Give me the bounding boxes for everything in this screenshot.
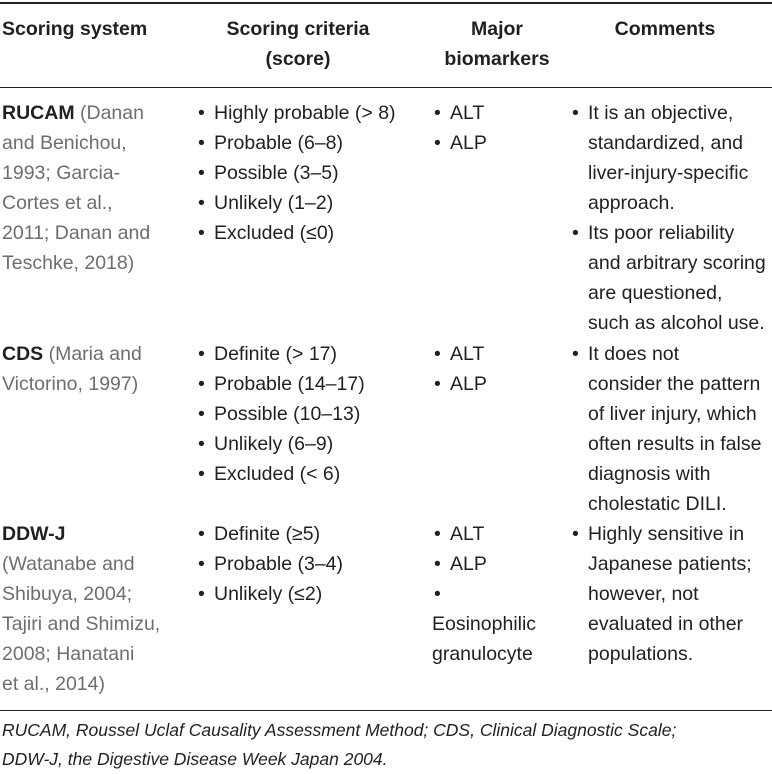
reference-line: (Watanabe and	[2, 553, 135, 575]
comment-line: standardized, and	[588, 132, 744, 154]
reference-line: Victorino, 1997)	[2, 373, 139, 395]
table-row-rucam-criteria: Highly probable (> 8) Probable (6–8) Pos…	[196, 98, 426, 248]
comment-line: It does not	[588, 343, 680, 365]
criteria-item: Probable (14–17)	[196, 369, 426, 399]
criteria-item: Possible (10–13)	[196, 399, 426, 429]
criteria-item: Excluded (≤0)	[196, 218, 426, 248]
comment-item: It does not consider the pattern of live…	[570, 339, 770, 519]
table-row-ddwj-criteria: Definite (≥5) Probable (3–4) Unlikely (≤…	[196, 519, 426, 609]
comment-line: however, not	[588, 583, 699, 605]
biomarker-item: ALT	[432, 98, 562, 128]
criteria-item: Highly probable (> 8)	[196, 98, 426, 128]
criteria-item: Unlikely (≤2)	[196, 579, 426, 609]
reference-line: (Maria and	[48, 343, 142, 365]
footnote-line: DDW-J, the Digestive Disease Week Japan …	[2, 749, 388, 769]
table-bottom-rule	[0, 710, 772, 711]
reference-line: Tajiri and Shimizu,	[2, 613, 161, 635]
biomarker-item-extra: granulocyte	[432, 643, 533, 665]
reference-line: Shibuya, 2004;	[2, 583, 133, 605]
reference-line: et al., 2014)	[2, 673, 105, 695]
reference-line: and Benichou,	[2, 132, 127, 154]
reference-line: Teschke, 2018)	[2, 252, 135, 274]
header-major-biomarkers: Major biomarkers	[432, 14, 562, 74]
criteria-item: Probable (6–8)	[196, 128, 426, 158]
header-rule	[0, 87, 772, 88]
biomarker-item-bullet	[432, 579, 562, 609]
comment-line: such as alcohol use.	[588, 312, 765, 334]
reference-line: 2008; Hanatani	[2, 643, 135, 665]
table-row-ddwj-comments: Highly sensitive in Japanese patients; h…	[570, 519, 770, 669]
criteria-item: Excluded (< 6)	[196, 459, 426, 489]
table-top-rule	[0, 2, 772, 4]
comment-line: consider the pattern	[588, 373, 761, 395]
comment-line: Japanese patients;	[588, 553, 752, 575]
header-scoring-criteria: Scoring criteria (score)	[198, 14, 398, 74]
system-name: RUCAM	[2, 102, 75, 124]
comment-line: of liver injury, which	[588, 403, 757, 425]
comment-line: It is an objective,	[588, 102, 734, 124]
footnote-line: RUCAM, Roussel Uclaf Causality Assessmen…	[2, 720, 677, 740]
header-biomarkers-line2: biomarkers	[444, 48, 550, 70]
table-row-cds-biomarkers: ALT ALP	[432, 339, 562, 399]
table-row-rucam-comments: It is an objective, standardized, and li…	[570, 98, 770, 338]
comment-line: liver-injury-specific	[588, 162, 749, 184]
system-name: DDW-J	[2, 523, 66, 545]
comment-item: Its poor reliability and arbitrary scori…	[570, 218, 770, 338]
comment-line: Highly sensitive in	[588, 523, 745, 545]
criteria-item: Unlikely (1–2)	[196, 188, 426, 218]
comment-item: It is an objective, standardized, and li…	[570, 98, 770, 218]
table-row-rucam-biomarkers: ALT ALP	[432, 98, 562, 158]
criteria-item: Definite (≥5)	[196, 519, 426, 549]
reference-line: 2011; Danan and	[2, 222, 151, 244]
comment-line: evaluated in other	[588, 613, 744, 635]
comment-item: Highly sensitive in Japanese patients; h…	[570, 519, 770, 669]
table-row-cds-comments: It does not consider the pattern of live…	[570, 339, 770, 519]
table-row-ddwj-system: DDW-J (Watanabe and Shibuya, 2004; Tajir…	[2, 519, 192, 699]
criteria-item: Possible (3–5)	[196, 158, 426, 188]
comment-line: populations.	[588, 643, 694, 665]
biomarker-item: ALT	[432, 519, 562, 549]
header-comments: Comments	[614, 18, 716, 40]
biomarker-item: ALP	[432, 549, 562, 579]
table-row-cds-system: CDS (Maria and Victorino, 1997)	[2, 339, 192, 399]
comment-line: approach.	[588, 192, 675, 214]
comment-line: cholestatic DILI.	[588, 493, 727, 515]
table-row-ddwj-biomarkers: ALT ALP Eosinophilic granulocyte	[432, 519, 562, 669]
reference-line: Cortes et al.,	[2, 192, 113, 214]
header-criteria-line2: (score)	[265, 48, 331, 70]
reference-line: (Danan	[80, 102, 144, 124]
comment-line: and arbitrary scoring	[588, 252, 766, 274]
comment-line: diagnosis with	[588, 463, 711, 485]
table-footnote: RUCAM, Roussel Uclaf Causality Assessmen…	[2, 716, 770, 774]
table-row-cds-criteria: Definite (> 17) Probable (14–17) Possibl…	[196, 339, 426, 489]
biomarker-item: ALP	[432, 128, 562, 158]
criteria-item: Unlikely (6–9)	[196, 429, 426, 459]
system-name: CDS	[2, 343, 44, 365]
criteria-item: Definite (> 17)	[196, 339, 426, 369]
header-criteria-line1: Scoring criteria	[226, 18, 370, 40]
comment-line: are questioned,	[588, 282, 723, 304]
criteria-item: Probable (3–4)	[196, 549, 426, 579]
header-biomarkers-line1: Major	[470, 18, 523, 40]
biomarker-item: ALP	[432, 369, 562, 399]
biomarker-item-extra: Eosinophilic	[432, 613, 537, 635]
comment-line: Its poor reliability	[588, 222, 735, 244]
table-row-rucam-system: RUCAM (Danan and Benichou, 1993; Garcia-…	[2, 98, 192, 278]
reference-line: 1993; Garcia-	[2, 162, 121, 184]
biomarker-item: ALT	[432, 339, 562, 369]
header-scoring-system: Scoring system	[2, 18, 148, 40]
comment-line: often results in false	[588, 433, 762, 455]
